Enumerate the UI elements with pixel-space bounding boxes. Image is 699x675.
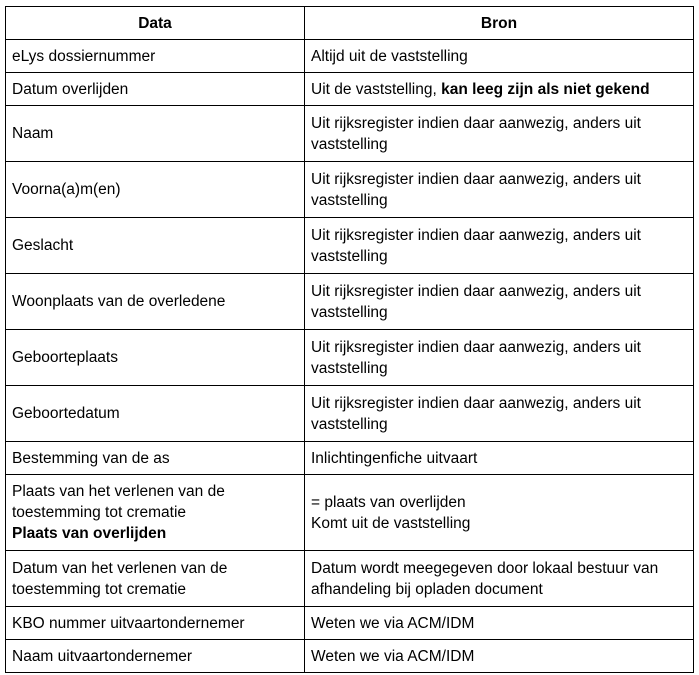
table-row: Naam Uit rijksregister indien daar aanwe… bbox=[5, 105, 694, 162]
cell-data: Naam uitvaartondernemer bbox=[5, 639, 305, 673]
table-row: Geboorteplaats Uit rijksregister indien … bbox=[5, 329, 694, 386]
cell-data: Naam bbox=[5, 105, 305, 162]
cell-bron: Weten we via ACM/IDM bbox=[304, 606, 694, 640]
table-row: Datum overlijden Uit de vaststelling, ka… bbox=[5, 72, 694, 106]
cell-data: Datum overlijden bbox=[5, 72, 305, 106]
table-row: Naam uitvaartondernemer Weten we via ACM… bbox=[5, 639, 694, 673]
header-bron: Bron bbox=[304, 6, 694, 40]
cell-data: Woonplaats van de overledene bbox=[5, 273, 305, 330]
cell-data: Plaats van het verlenen van de toestemmi… bbox=[5, 474, 305, 551]
table-row: Geboortedatum Uit rijksregister indien d… bbox=[5, 385, 694, 442]
header-data: Data bbox=[5, 6, 305, 40]
cell-bron: Uit rijksregister indien daar aanwezig, … bbox=[304, 161, 694, 218]
cell-data: eLys dossiernummer bbox=[5, 39, 305, 73]
cell-bron: Altijd uit de vaststelling bbox=[304, 39, 694, 73]
cell-bron: Uit rijksregister indien daar aanwezig, … bbox=[304, 273, 694, 330]
table-row: Plaats van het verlenen van de toestemmi… bbox=[5, 474, 694, 551]
table-row: KBO nummer uitvaartondernemer Weten we v… bbox=[5, 606, 694, 640]
cell-bron: Uit rijksregister indien daar aanwezig, … bbox=[304, 329, 694, 386]
cell-data: Voorna(a)m(en) bbox=[5, 161, 305, 218]
table-row: Bestemming van de as Inlichtingenfiche u… bbox=[5, 441, 694, 475]
cell-data: Geslacht bbox=[5, 217, 305, 274]
cell-bron-line1: = plaats van overlijden bbox=[311, 493, 466, 511]
table-row: Datum van het verlenen van de toestemmin… bbox=[5, 550, 694, 607]
cell-bron-line2: Komt uit de vaststelling bbox=[311, 514, 471, 532]
table-row: Geslacht Uit rijksregister indien daar a… bbox=[5, 217, 694, 274]
cell-data: KBO nummer uitvaartondernemer bbox=[5, 606, 305, 640]
table-row: Woonplaats van de overledene Uit rijksre… bbox=[5, 273, 694, 330]
cell-bron: Uit rijksregister indien daar aanwezig, … bbox=[304, 105, 694, 162]
cell-data: Bestemming van de as bbox=[5, 441, 305, 475]
cell-bron-bold: kan leeg zijn als niet gekend bbox=[441, 80, 650, 98]
cell-data-bold: Plaats van overlijden bbox=[12, 525, 167, 542]
data-source-table: Data Bron eLys dossiernummer Altijd uit … bbox=[5, 6, 694, 673]
cell-bron: Uit rijksregister indien daar aanwezig, … bbox=[304, 217, 694, 274]
cell-data: Geboorteplaats bbox=[5, 329, 305, 386]
cell-bron: Uit rijksregister indien daar aanwezig, … bbox=[304, 385, 694, 442]
cell-bron: Datum wordt meegegeven door lokaal bestu… bbox=[304, 550, 694, 607]
cell-data-text: Plaats van het verlenen van de toestemmi… bbox=[12, 483, 225, 521]
cell-bron-text: Uit de vaststelling, bbox=[311, 80, 437, 98]
cell-bron: Weten we via ACM/IDM bbox=[304, 639, 694, 673]
cell-bron: Inlichtingenfiche uitvaart bbox=[304, 441, 694, 475]
cell-bron: = plaats van overlijden Komt uit de vasts… bbox=[304, 474, 694, 551]
table-header-row: Data Bron bbox=[5, 6, 694, 40]
cell-data: Datum van het verlenen van de toestemmin… bbox=[5, 550, 305, 607]
cell-bron: Uit de vaststelling, kan leeg zijn als n… bbox=[304, 72, 694, 106]
table-row: Voorna(a)m(en) Uit rijksregister indien … bbox=[5, 161, 694, 218]
cell-data: Geboortedatum bbox=[5, 385, 305, 442]
table-row: eLys dossiernummer Altijd uit de vastste… bbox=[5, 39, 694, 73]
